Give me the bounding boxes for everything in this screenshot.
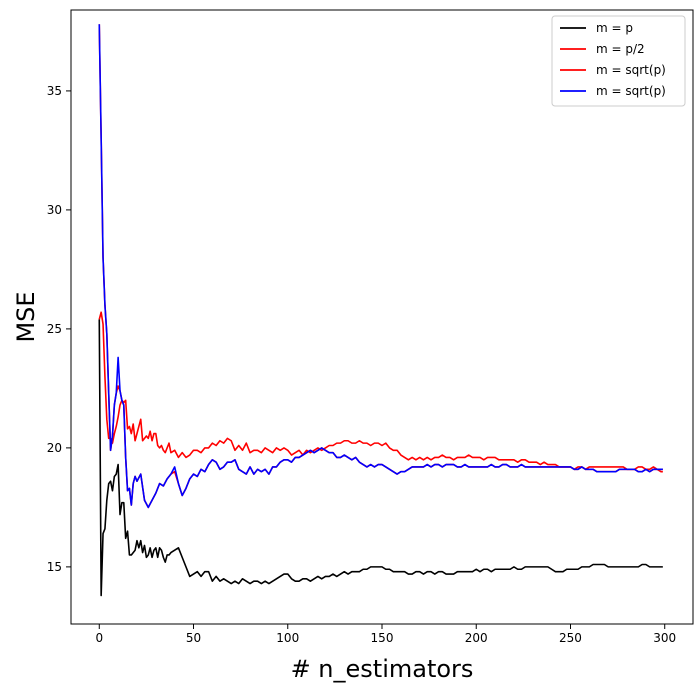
y-tick-label: 30 <box>47 203 62 217</box>
legend: m = p m = p/2 m = sqrt(p) m = sqrt(p) <box>551 15 686 107</box>
legend-box <box>551 15 686 107</box>
x-tick-label: 0 <box>95 631 103 645</box>
y-axis: 15 20 25 30 35 <box>47 84 71 574</box>
series-layer <box>98 24 663 597</box>
y-tick-label: 15 <box>47 560 62 574</box>
y-tick-label: 25 <box>47 322 62 336</box>
y-tick-label: 20 <box>47 441 62 455</box>
series-line-4 <box>98 24 663 509</box>
legend-label: m = p <box>596 21 633 35</box>
y-axis-label: MSE <box>12 291 40 342</box>
x-tick-label: 50 <box>186 631 201 645</box>
legend-label: m = sqrt(p) <box>596 84 666 98</box>
x-tick-label: 100 <box>276 631 299 645</box>
y-tick-label: 35 <box>47 84 62 98</box>
x-tick-label: 200 <box>465 631 488 645</box>
series-line-1 <box>98 319 663 597</box>
legend-label: m = sqrt(p) <box>596 63 666 77</box>
legend-label: m = p/2 <box>596 42 645 56</box>
x-axis-label: # n_estimators <box>291 655 474 683</box>
x-tick-label: 150 <box>371 631 394 645</box>
x-tick-label: 250 <box>559 631 582 645</box>
x-tick-label: 300 <box>653 631 676 645</box>
x-axis: 0 50 100 150 200 250 300 <box>95 624 676 645</box>
